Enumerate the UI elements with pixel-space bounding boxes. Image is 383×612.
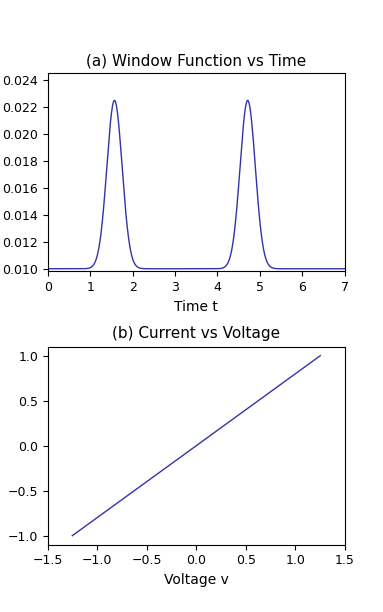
Title: (b) Current vs Voltage: (b) Current vs Voltage xyxy=(112,326,280,341)
X-axis label: Time t: Time t xyxy=(174,300,218,314)
X-axis label: Voltage v: Voltage v xyxy=(164,573,229,587)
Title: (a) Window Function vs Time: (a) Window Function vs Time xyxy=(86,53,306,68)
Y-axis label: Current i: Current i xyxy=(0,419,2,473)
